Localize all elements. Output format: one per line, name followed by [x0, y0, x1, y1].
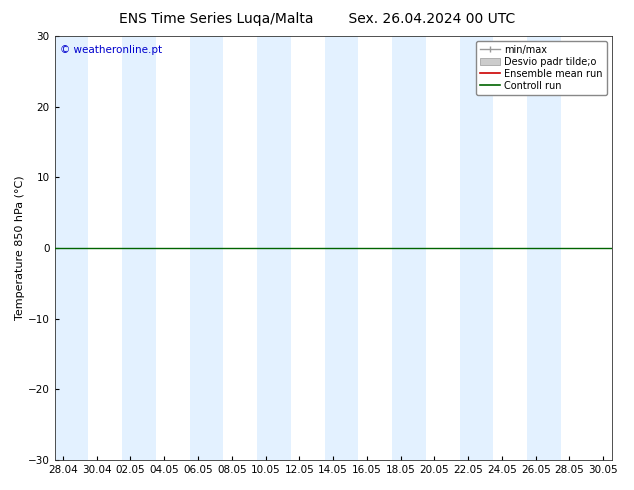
Bar: [392, 36, 426, 460]
Bar: [55, 36, 88, 460]
Bar: [257, 36, 291, 460]
Bar: [527, 36, 561, 460]
Bar: [190, 36, 223, 460]
Legend: min/max, Desvio padr tilde;o, Ensemble mean run, Controll run: min/max, Desvio padr tilde;o, Ensemble m…: [476, 41, 607, 95]
Y-axis label: Temperature 850 hPa (°C): Temperature 850 hPa (°C): [15, 176, 25, 320]
Bar: [325, 36, 358, 460]
Text: ENS Time Series Luqa/Malta        Sex. 26.04.2024 00 UTC: ENS Time Series Luqa/Malta Sex. 26.04.20…: [119, 12, 515, 26]
Bar: [122, 36, 156, 460]
Text: © weatheronline.pt: © weatheronline.pt: [60, 45, 162, 54]
Bar: [460, 36, 493, 460]
